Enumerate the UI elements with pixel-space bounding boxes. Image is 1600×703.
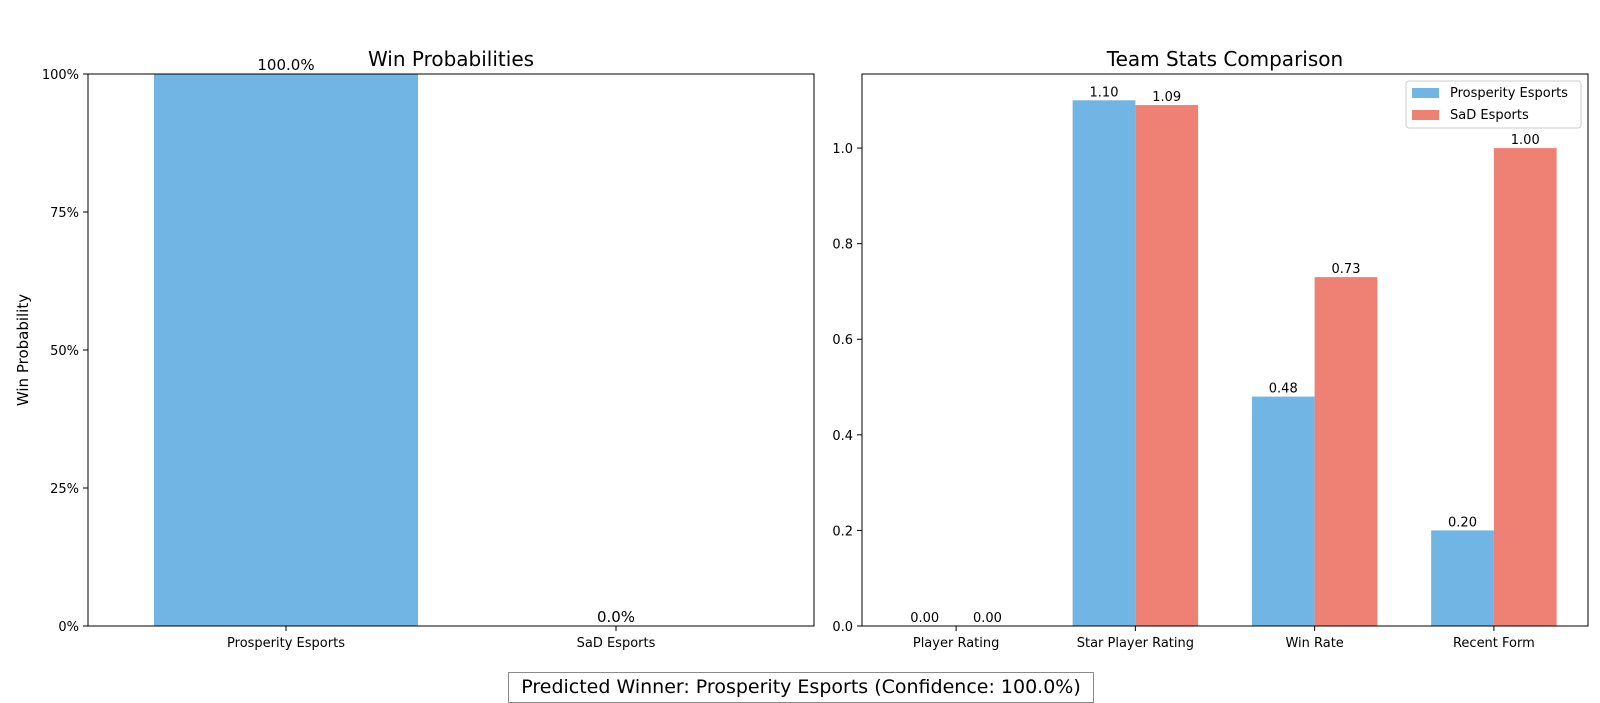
data-label: 0.00 xyxy=(973,611,1002,626)
x-tick-label: SaD Esports xyxy=(577,636,656,651)
x-tick-label: Player Rating xyxy=(913,636,1000,651)
predicted-winner-caption: Predicted Winner: Prosperity Esports (Co… xyxy=(508,672,1094,703)
team-stats-chart: Team Stats Comparison 0.001.100.480.200.… xyxy=(832,47,1589,651)
data-label: 0.20 xyxy=(1448,515,1477,530)
y-tick-label: 75% xyxy=(50,206,79,221)
data-labels: 100.0% 0.0% xyxy=(257,56,635,626)
y-tick-label: 25% xyxy=(50,482,79,497)
legend-label-sad: SaD Esports xyxy=(1450,108,1529,123)
y-tick-label: 0.8 xyxy=(832,238,853,253)
y-tick-label: 0.4 xyxy=(832,429,853,444)
win-probabilities-chart: Win Probabilities Win Probability 100.0%… xyxy=(14,47,815,651)
y-axis-label: Win Probability xyxy=(14,294,32,406)
x-ticks: Prosperity Esports SaD Esports xyxy=(227,626,656,651)
y-tick-label: 0% xyxy=(58,620,79,635)
y-tick-label: 0.6 xyxy=(832,333,853,348)
x-tick-label: Star Player Rating xyxy=(1077,636,1194,651)
x-tick-label: Prosperity Esports xyxy=(227,636,345,651)
data-label: 0.48 xyxy=(1269,382,1298,397)
bar xyxy=(154,74,418,626)
bar-sad xyxy=(1135,105,1199,626)
legend-box xyxy=(1405,80,1582,129)
data-labels: 0.00 1.10 0.48 0.20 0.00 1.09 0.73 1.00 xyxy=(910,85,1539,626)
data-label: 1.00 xyxy=(1511,133,1540,148)
bar-sad xyxy=(1493,148,1557,626)
data-label: 1.10 xyxy=(1090,85,1119,100)
y-tick-label: 50% xyxy=(50,344,79,359)
x-tick-label: Recent Form xyxy=(1453,636,1535,651)
chart-title: Team Stats Comparison xyxy=(1106,47,1343,71)
y-tick-label: 100% xyxy=(42,68,79,83)
y-ticks: 0% 25% 50% 75% 100% xyxy=(42,68,88,635)
plot-frame xyxy=(861,73,1589,627)
bar-prosperity xyxy=(1431,530,1494,626)
bar-sad xyxy=(1314,277,1378,626)
legend-swatch-sad xyxy=(1412,110,1439,120)
bar-prosperity xyxy=(1072,100,1136,627)
bar-prosperity xyxy=(1251,396,1315,626)
data-label: 1.09 xyxy=(1152,90,1181,105)
data-label: 0.73 xyxy=(1332,262,1361,277)
legend-label-prosperity: Prosperity Esports xyxy=(1450,86,1568,101)
bars xyxy=(1072,100,1557,627)
y-tick-label: 0.0 xyxy=(832,620,853,635)
legend: Prosperity Esports SaD Esports xyxy=(1405,80,1582,129)
x-tick-label: Win Rate xyxy=(1285,636,1343,651)
chart-title: Win Probabilities xyxy=(368,47,534,71)
data-label: 0.0% xyxy=(597,608,635,626)
x-ticks: Player Rating Star Player Rating Win Rate R… xyxy=(913,626,1535,651)
y-tick-label: 1.0 xyxy=(832,142,853,157)
plot-frame xyxy=(87,73,815,627)
data-label: 100.0% xyxy=(257,56,314,74)
legend-swatch-prosperity xyxy=(1412,88,1439,98)
bars xyxy=(154,74,418,626)
y-tick-label: 0.2 xyxy=(832,524,853,539)
data-label: 0.00 xyxy=(910,611,939,626)
y-ticks: 0.0 0.2 0.4 0.6 0.8 1.0 xyxy=(832,142,862,635)
